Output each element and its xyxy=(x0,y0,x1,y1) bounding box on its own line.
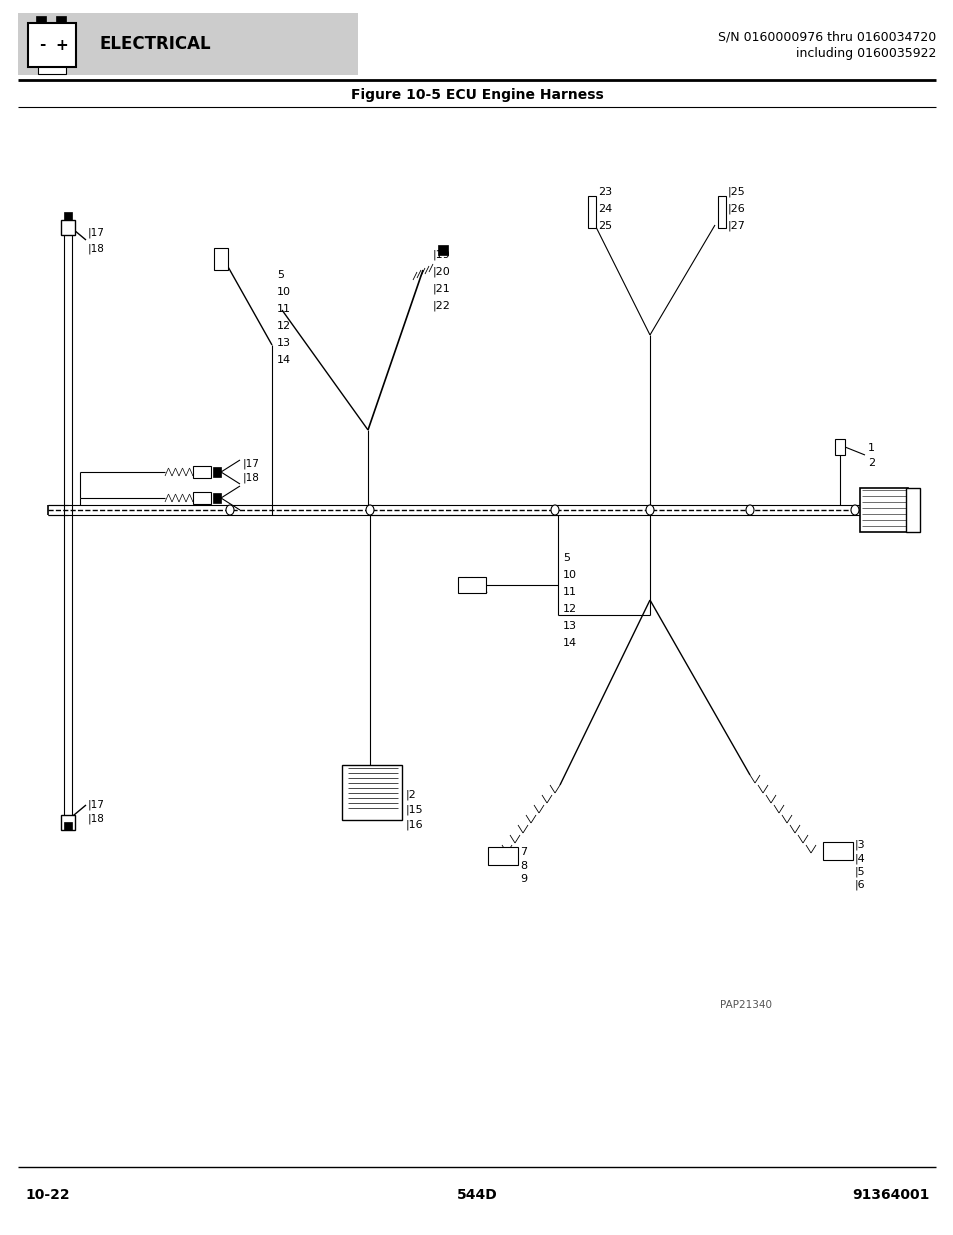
Text: ELECTRICAL: ELECTRICAL xyxy=(100,35,212,53)
Bar xyxy=(64,823,71,830)
Text: 14: 14 xyxy=(276,354,291,366)
Text: S/N 0160000976 thru 0160034720: S/N 0160000976 thru 0160034720 xyxy=(717,31,935,43)
Text: PAP21340: PAP21340 xyxy=(720,1000,771,1010)
Text: |17: |17 xyxy=(243,458,259,469)
Text: |26: |26 xyxy=(727,204,745,214)
Text: |6: |6 xyxy=(854,879,864,890)
Text: |17: |17 xyxy=(88,227,105,238)
Text: |5: |5 xyxy=(854,867,864,877)
Text: 10: 10 xyxy=(276,287,291,296)
Text: 12: 12 xyxy=(276,321,291,331)
Bar xyxy=(213,493,221,503)
Ellipse shape xyxy=(745,505,753,515)
Text: +: + xyxy=(55,37,69,53)
Text: 5: 5 xyxy=(562,553,569,563)
Bar xyxy=(457,577,485,593)
Ellipse shape xyxy=(850,505,858,515)
Text: 12: 12 xyxy=(562,604,577,614)
Text: |27: |27 xyxy=(727,221,745,231)
Bar xyxy=(834,438,844,454)
Bar xyxy=(341,764,401,820)
Text: 14: 14 xyxy=(562,638,577,648)
Bar xyxy=(718,196,725,228)
Text: 11: 11 xyxy=(276,304,291,314)
Bar xyxy=(213,248,228,270)
Ellipse shape xyxy=(645,505,654,515)
Bar xyxy=(36,16,46,23)
Bar xyxy=(38,67,66,74)
Text: |20: |20 xyxy=(433,267,450,277)
Bar xyxy=(488,847,517,864)
Text: Figure 10-5 ECU Engine Harness: Figure 10-5 ECU Engine Harness xyxy=(351,88,602,103)
Bar xyxy=(61,815,75,830)
Ellipse shape xyxy=(226,505,233,515)
Text: |18: |18 xyxy=(88,243,105,254)
Bar xyxy=(587,196,596,228)
Ellipse shape xyxy=(551,505,558,515)
Text: |16: |16 xyxy=(406,820,423,830)
Text: 24: 24 xyxy=(598,204,612,214)
Text: 8: 8 xyxy=(519,861,527,871)
Text: 2: 2 xyxy=(867,458,874,468)
Text: |17: |17 xyxy=(88,800,105,810)
Text: 25: 25 xyxy=(598,221,612,231)
Bar xyxy=(213,467,221,477)
Text: including 0160035922: including 0160035922 xyxy=(795,47,935,61)
Text: |25: |25 xyxy=(727,186,745,198)
Bar xyxy=(61,220,75,235)
Bar xyxy=(18,14,357,75)
Bar xyxy=(437,245,448,254)
Text: |3: |3 xyxy=(854,840,864,850)
Text: |18: |18 xyxy=(243,473,259,483)
Bar xyxy=(905,488,919,532)
Text: 544D: 544D xyxy=(456,1188,497,1202)
Bar xyxy=(56,16,66,23)
Text: |15: |15 xyxy=(406,805,423,815)
Text: |22: |22 xyxy=(433,301,451,311)
Text: 13: 13 xyxy=(562,621,577,631)
Text: -: - xyxy=(39,37,45,53)
Text: 91364001: 91364001 xyxy=(852,1188,929,1202)
Bar xyxy=(193,466,211,478)
Bar xyxy=(193,492,211,504)
Text: |4: |4 xyxy=(854,853,864,864)
Text: |2: |2 xyxy=(406,789,416,800)
Text: 7: 7 xyxy=(519,847,527,857)
Bar xyxy=(64,212,71,220)
Text: 5: 5 xyxy=(276,270,284,280)
Text: 13: 13 xyxy=(276,338,291,348)
Text: 10-22: 10-22 xyxy=(25,1188,70,1202)
Text: 9: 9 xyxy=(519,874,527,884)
Text: 11: 11 xyxy=(562,587,577,597)
Bar xyxy=(28,23,76,67)
Text: 1: 1 xyxy=(867,443,874,453)
Bar xyxy=(859,488,907,532)
Ellipse shape xyxy=(366,505,374,515)
Text: 23: 23 xyxy=(598,186,612,198)
Text: |18: |18 xyxy=(88,814,105,824)
Bar xyxy=(822,842,852,860)
Text: |19: |19 xyxy=(433,249,450,261)
Text: |21: |21 xyxy=(433,284,450,294)
Text: 10: 10 xyxy=(562,571,577,580)
